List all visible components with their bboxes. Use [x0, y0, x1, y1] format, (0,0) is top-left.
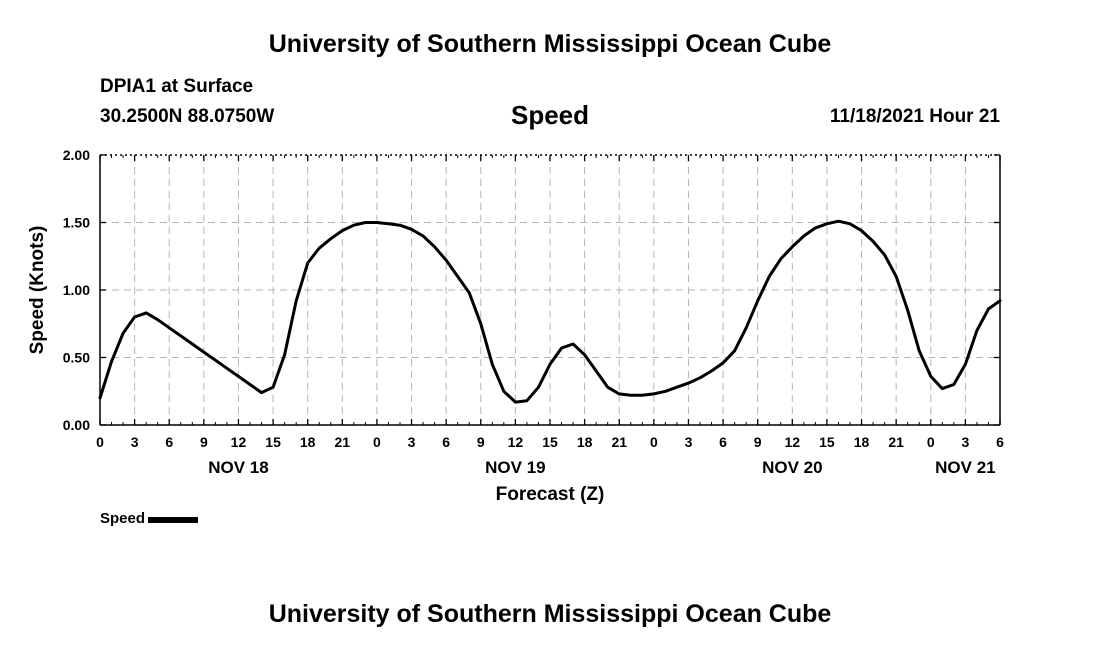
- x-tick-label: 6: [996, 434, 1004, 450]
- date-label: NOV 20: [762, 458, 822, 477]
- x-tick-label: 9: [754, 434, 762, 450]
- x-tick-label: 21: [335, 434, 351, 450]
- y-tick-label: 1.50: [63, 215, 90, 231]
- x-tick-label: 15: [819, 434, 835, 450]
- x-tick-label: 9: [477, 434, 485, 450]
- legend-label: Speed: [100, 510, 146, 527]
- x-tick-label: 3: [408, 434, 416, 450]
- y-tick-label: 1.00: [63, 282, 90, 298]
- x-tick-label: 6: [719, 434, 727, 450]
- x-tick-label: 12: [785, 434, 801, 450]
- x-tick-label: 18: [577, 434, 593, 450]
- date-label: NOV 18: [208, 458, 268, 477]
- x-tick-label: 9: [200, 434, 208, 450]
- axes: [99, 154, 1001, 426]
- x-tick-label: 0: [373, 434, 381, 450]
- date-label: NOV 21: [935, 458, 995, 477]
- x-axis-label: Forecast (Z): [496, 484, 605, 505]
- y-tick-label: 0.50: [63, 350, 90, 366]
- x-tick-label: 3: [685, 434, 693, 450]
- footer-title: University of Southern Mississippi Ocean…: [268, 600, 832, 628]
- x-tick-label: 18: [300, 434, 316, 450]
- date-label: NOV 19: [485, 458, 545, 477]
- series: [98, 219, 1002, 404]
- main-title: University of Southern Mississippi Ocean…: [268, 30, 832, 58]
- series-line-speed: [98, 219, 1002, 404]
- x-tick-label: 6: [165, 434, 173, 450]
- coordinates-label: 30.2500N 88.0750W: [100, 106, 275, 127]
- x-tick-label: 3: [131, 434, 139, 450]
- x-tick-label: 15: [265, 434, 281, 450]
- y-axis-label: Speed (Knots): [27, 226, 48, 355]
- x-tick-label: 18: [854, 434, 870, 450]
- x-tick-label: 0: [96, 434, 104, 450]
- datetime-label: 11/18/2021 Hour 21: [829, 106, 1000, 127]
- chart-title: Speed: [510, 100, 590, 130]
- x-tick-label: 15: [542, 434, 558, 450]
- station-label: DPIA1 at Surface: [100, 76, 254, 97]
- y-tick-label: 2.00: [63, 147, 90, 163]
- x-tick-label: 3: [961, 434, 969, 450]
- x-tick-label: 0: [927, 434, 935, 450]
- grid: [100, 155, 1000, 425]
- legend-swatch: [148, 517, 199, 523]
- x-tick-label: 21: [611, 434, 627, 450]
- axis-labels: Forecast (Z) Speed (Knots) 0 3 6 9 12 15 18 21 0…: [27, 147, 1004, 505]
- x-tick-label: 0: [650, 434, 658, 450]
- x-tick-label: 12: [508, 434, 524, 450]
- legend: Speed: [100, 510, 199, 527]
- x-tick-label: 21: [888, 434, 904, 450]
- x-tick-label: 6: [442, 434, 450, 450]
- x-tick-label: 12: [231, 434, 247, 450]
- y-tick-label: 0.00: [63, 417, 90, 433]
